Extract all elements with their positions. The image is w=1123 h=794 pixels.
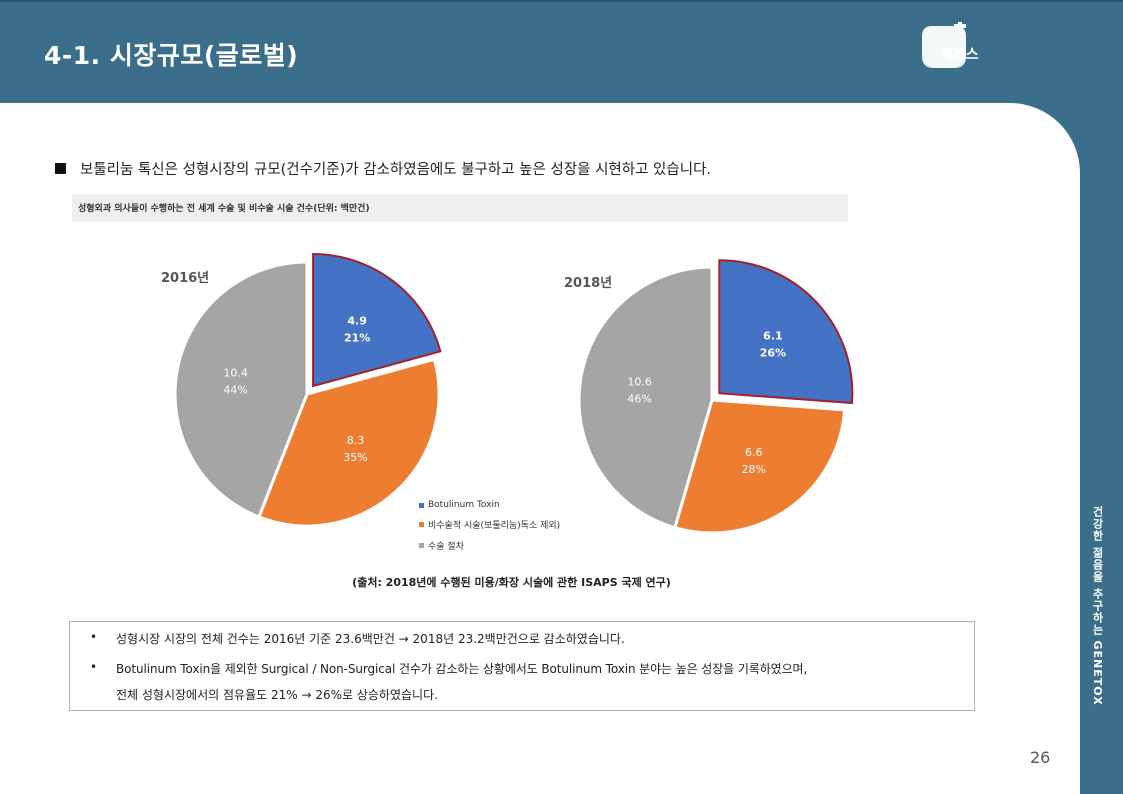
note-text: 전체 성형시장에서의 점유율도 21% → 26%로 상승하였습니다. — [116, 688, 438, 702]
headline-text: 보툴리눔 톡신은 성형시장의 규모(건수기준)가 감소하였음에도 불구하고 높은… — [80, 162, 712, 178]
chart-heading-text: 성형외과 의사들이 수행하는 전 세계 수술 및 비수술 시술 건수(단위: 백… — [78, 204, 370, 214]
chart-title-2016: 2016년 — [161, 271, 210, 286]
legend-item-botulinum: Botulinum Toxin — [419, 500, 560, 510]
legend-label: 수술 절차 — [428, 542, 464, 552]
page-number: 26 — [1030, 748, 1051, 767]
legend-label: 비수술적 시술(보툴리눔)독소 제외) — [428, 521, 561, 531]
note-text: Botulinum Toxin을 제외한 Surgical / Non-Surg… — [116, 662, 808, 676]
legend-item-nonsurgical: 비수술적 시술(보툴리눔)독소 제외) — [419, 518, 560, 531]
header-top-line — [0, 0, 1123, 2]
side-caption: 건강한 젊음을 추구하는 GENETOX — [1091, 506, 1104, 706]
legend-swatch-gray — [419, 543, 424, 548]
headline: 보툴리눔 톡신은 성형시장의 규모(건수기준)가 감소하였음에도 불구하고 높은… — [55, 158, 711, 179]
source-caption: (출처: 2018년에 수행된 미용/화장 시술에 관한 ISAPS 국제 연구… — [352, 576, 671, 589]
logo-text: 제녹스 — [940, 47, 979, 63]
legend-label: Botulinum Toxin — [428, 500, 500, 510]
legend-swatch-orange — [419, 522, 424, 527]
company-logo — [922, 22, 966, 68]
legend-item-surgical: 수술 절차 — [419, 539, 560, 552]
chart-heading-box: 성형외과 의사들이 수행하는 전 세계 수술 및 비수술 시술 건수(단위: 백… — [72, 194, 848, 222]
bullet-dot-icon: • — [90, 660, 98, 674]
note-text: 성형시장 시장의 전체 건수는 2016년 기준 23.6백만건 → 2018년… — [116, 632, 625, 646]
chart-legend: Botulinum Toxin 비수술적 시술(보툴리눔)독소 제외) 수술 절… — [419, 500, 560, 560]
legend-swatch-blue — [419, 502, 424, 508]
bullet-dot-icon: • — [90, 630, 98, 644]
chart-title-2018: 2018년 — [564, 276, 613, 291]
bullet-square-icon — [55, 163, 66, 174]
page-title: 4-1. 시장규모(글로벌) — [44, 41, 299, 70]
notes-box: • 성형시장 시장의 전체 건수는 2016년 기준 23.6백만건 → 201… — [69, 621, 975, 711]
